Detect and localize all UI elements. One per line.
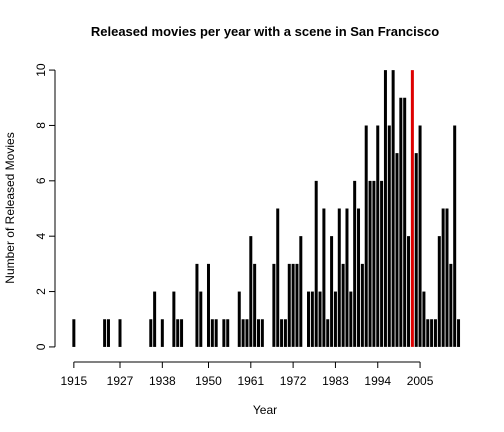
y-tick-label: 2 bbox=[34, 288, 48, 295]
y-tick-label: 10 bbox=[34, 63, 48, 77]
x-tick-label: 1927 bbox=[107, 374, 134, 388]
x-tick-label: 1972 bbox=[280, 374, 307, 388]
y-tick-label: 0 bbox=[34, 343, 48, 350]
x-tick-label: 1961 bbox=[237, 374, 264, 388]
x-tick-label: 1983 bbox=[322, 374, 349, 388]
y-tick-label: 8 bbox=[34, 122, 48, 129]
x-tick-label: 1994 bbox=[364, 374, 391, 388]
x-tick-label: 2005 bbox=[407, 374, 434, 388]
x-axis-title: Year bbox=[253, 403, 277, 417]
x-tick-label: 1915 bbox=[60, 374, 87, 388]
x-tick-label: 1938 bbox=[149, 374, 176, 388]
chart-title: Released movies per year with a scene in… bbox=[91, 24, 439, 39]
x-tick-label: 1950 bbox=[195, 374, 222, 388]
y-tick-label: 4 bbox=[34, 233, 48, 240]
y-tick-label: 6 bbox=[34, 177, 48, 184]
y-axis-title: Number of Released Movies bbox=[3, 132, 17, 283]
